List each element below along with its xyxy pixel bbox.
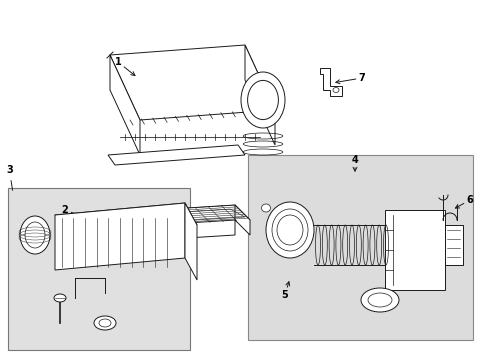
Polygon shape — [184, 203, 197, 280]
Text: 1: 1 — [114, 57, 135, 76]
Polygon shape — [319, 68, 341, 96]
Bar — [247, 155, 472, 340]
Polygon shape — [55, 203, 197, 237]
Text: 5: 5 — [281, 282, 289, 300]
Ellipse shape — [360, 288, 398, 312]
Text: 7: 7 — [335, 73, 365, 84]
Ellipse shape — [99, 319, 111, 327]
Polygon shape — [110, 45, 274, 120]
Polygon shape — [444, 225, 462, 265]
Polygon shape — [75, 220, 235, 245]
Ellipse shape — [20, 216, 50, 254]
Text: 4: 4 — [351, 155, 358, 171]
Polygon shape — [235, 205, 249, 235]
Bar — [384, 210, 444, 290]
Ellipse shape — [54, 294, 66, 302]
Ellipse shape — [261, 204, 270, 212]
Text: 3: 3 — [6, 165, 13, 190]
Ellipse shape — [94, 316, 116, 330]
Polygon shape — [55, 203, 184, 270]
Polygon shape — [108, 145, 244, 165]
Polygon shape — [75, 215, 90, 245]
Bar — [8, 188, 190, 350]
Ellipse shape — [241, 72, 285, 128]
Text: 6: 6 — [454, 195, 472, 208]
Text: 2: 2 — [61, 205, 101, 224]
Ellipse shape — [276, 215, 303, 245]
Polygon shape — [110, 55, 140, 155]
Ellipse shape — [25, 222, 45, 248]
Polygon shape — [244, 45, 274, 145]
Polygon shape — [75, 205, 249, 230]
Ellipse shape — [265, 202, 313, 258]
